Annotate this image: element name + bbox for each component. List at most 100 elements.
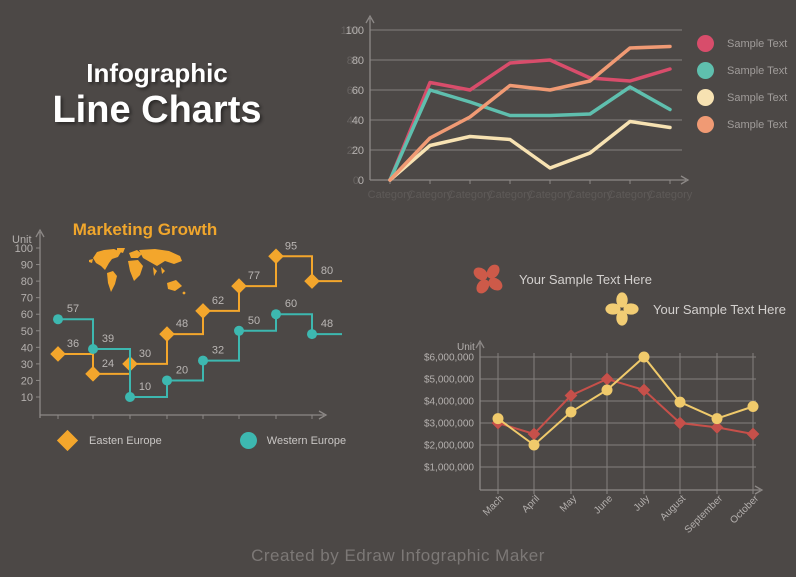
legend-item: Sample Text xyxy=(697,111,787,138)
y-axis-title: Unit xyxy=(457,342,475,353)
point-marker xyxy=(231,278,247,294)
legend-label: Sample Text xyxy=(727,118,788,131)
legend-label: Sample Text xyxy=(727,37,788,50)
point-marker xyxy=(565,406,577,418)
y-tick-label: 90 xyxy=(21,260,33,272)
x-category-label: Category xyxy=(408,189,453,201)
annotation-red: Your Sample Text Here xyxy=(470,261,652,297)
series-step-line-1 xyxy=(58,313,342,398)
y-tick-label: 50 xyxy=(21,326,33,338)
footer-credit: Created by Edraw Infographic Maker xyxy=(251,546,545,565)
y-tick-labels: $1,000,000 $2,000,000 $3,000,000 $4,000,000… xyxy=(424,353,474,474)
legend-swatch-icon xyxy=(697,116,714,133)
point-label: 10 xyxy=(139,381,151,393)
y-tick-label: 60 xyxy=(352,85,364,97)
point-label: 95 xyxy=(285,240,297,252)
x-category-label: April xyxy=(520,493,542,515)
legend-swatch-icon xyxy=(697,35,714,52)
y-axis-title: Unit xyxy=(12,234,32,246)
x-category-label: Category xyxy=(568,189,613,201)
point-marker xyxy=(125,392,135,402)
y-tick-label: $4,000,000 xyxy=(424,397,474,408)
y-tick-label: 60 xyxy=(21,309,33,321)
series-line-1 xyxy=(497,355,754,447)
legend-swatch-icon xyxy=(697,89,714,106)
y-tick-label: 0 xyxy=(358,175,364,187)
point-marker xyxy=(50,346,66,362)
point-marker xyxy=(638,351,650,363)
axis-arrow-icon xyxy=(318,410,328,420)
point-marker xyxy=(492,413,504,425)
point-marker xyxy=(528,439,540,451)
axis-arrow-icon xyxy=(35,228,45,238)
world-map-icon xyxy=(89,248,186,295)
y-tick-label-ghost: 40 xyxy=(347,115,359,127)
legend-swatch-icon xyxy=(239,432,257,449)
y-tick-label: $3,000,000 xyxy=(424,419,474,430)
y-tick-label: $1,000,000 xyxy=(424,463,474,474)
y-tick-label: 10 xyxy=(21,392,33,404)
axis-arrow-icon xyxy=(365,14,375,24)
point-marker xyxy=(198,355,208,366)
point-label: 57 xyxy=(67,303,79,315)
point-label: 36 xyxy=(67,338,79,350)
point-marker xyxy=(747,401,759,412)
point-label: 60 xyxy=(285,298,297,310)
point-marker xyxy=(600,372,614,386)
page-title: Infographic Line Charts xyxy=(32,58,282,132)
x-category-label: July xyxy=(632,493,652,513)
series-line-1 xyxy=(388,85,672,182)
x-category-label: Category xyxy=(648,189,693,201)
annotation-label: Your Sample Text Here xyxy=(519,271,652,287)
y-tick-label-ghost: 60 xyxy=(347,85,359,97)
y-tick-label: 100 xyxy=(346,25,364,37)
axis-arrow-icon xyxy=(680,175,690,185)
x-category-labels: CategoryCategoryCategoryCategoryCategory… xyxy=(368,189,693,201)
point-label: 48 xyxy=(176,318,188,330)
top-chart-legend: Sample Text Sample Text Sample Text Sample … xyxy=(697,30,787,138)
annotation-label: Your Sample Text Here xyxy=(653,301,786,317)
point-marker xyxy=(304,273,320,289)
y-tick-label: 30 xyxy=(21,359,33,371)
series-line-0 xyxy=(388,58,672,182)
x-category-label: September xyxy=(683,493,726,536)
y-tick-label: 40 xyxy=(21,342,33,354)
y-tick-label: $6,000,000 xyxy=(424,353,474,364)
x-category-label: Category xyxy=(368,189,413,201)
y-tick-label: 20 xyxy=(21,375,33,387)
legend-item: Sample Text xyxy=(697,57,787,84)
monthly-sales-line-chart: $1,000,000 $2,000,000 $3,000,000 $4,000,000… xyxy=(424,339,764,536)
point-marker xyxy=(85,366,101,382)
axis-arrow-icon xyxy=(754,485,764,495)
point-marker xyxy=(268,248,284,265)
marketing-growth-title: Marketing Growth xyxy=(72,220,218,239)
y-tick-label: $2,000,000 xyxy=(424,441,474,452)
point-marker xyxy=(746,427,760,441)
flower-icon xyxy=(605,292,639,326)
point-marker xyxy=(674,396,686,408)
series-line-2 xyxy=(388,119,672,182)
y-tick-label-ghost: 20 xyxy=(347,145,359,157)
marketing-chart-legend: Easten Europe Western Europe xyxy=(56,429,347,452)
y-tick-label: 100 xyxy=(15,243,33,255)
flower-petals xyxy=(605,292,639,326)
sample-line-chart: 002020404060608080100100CategoryCategory… xyxy=(341,14,693,201)
flower-petals xyxy=(473,264,503,294)
y-tick-label: 70 xyxy=(21,293,33,305)
legend-label: Western Europe xyxy=(266,434,347,447)
point-label: 62 xyxy=(212,295,224,307)
legend-label: Sample Text xyxy=(727,91,788,104)
point-label: 20 xyxy=(176,364,188,376)
legend-label: Sample Text xyxy=(727,64,788,77)
series-step-line-0 xyxy=(58,255,342,375)
legend-label: Easten Europe xyxy=(89,434,162,447)
point-marker xyxy=(162,375,172,386)
x-category-label: June xyxy=(592,493,615,516)
y-tick-label: $5,000,000 xyxy=(424,375,474,386)
axis-arrow-icon xyxy=(475,339,485,349)
flower-icon xyxy=(473,264,503,294)
y-tick-label-ghost: 100 xyxy=(341,25,359,37)
point-marker xyxy=(195,303,211,319)
x-category-label: Mach xyxy=(481,493,506,518)
